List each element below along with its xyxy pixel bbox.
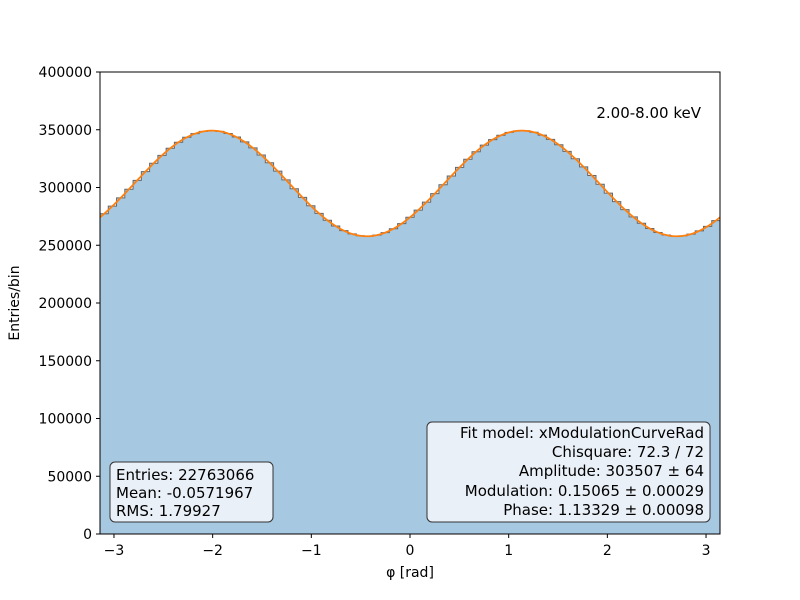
y-tick-label: 100000 [39, 412, 92, 428]
fit-curve [99, 129, 721, 238]
x-tick-label: 0 [406, 543, 415, 559]
fit-box-frame [426, 421, 711, 523]
axis-ticks: −3 −2 −1 0 1 2 3 0 50000 100000 150000 200000 250000… [39, 65, 711, 559]
x-tick-label: −2 [202, 543, 223, 559]
y-tick-label: 300000 [39, 181, 92, 197]
y-axis-label: Entries/bin [7, 265, 23, 340]
fit-chisquare: Chisquare: 72.3 / 72 [552, 443, 704, 461]
y-tick-label: 350000 [39, 123, 92, 139]
x-tick-label: 2 [603, 543, 612, 559]
y-tick-label: 0 [83, 527, 92, 543]
y-tick-label: 250000 [39, 238, 92, 254]
stats-box-frame [109, 461, 274, 523]
y-tick-label: 400000 [39, 65, 92, 81]
energy-range-label: 2.00-8.00 keV [596, 104, 701, 122]
y-tick-label: 200000 [39, 296, 92, 312]
fit-box: Fit model: xModulationCurveRad Chisquare… [426, 421, 711, 523]
fit-model-name: Fit model: xModulationCurveRad [460, 424, 704, 442]
stats-box: Entries: 22763066 Mean: -0.0571967 RMS: … [109, 461, 274, 523]
fit-modulation: Modulation: 0.15065 ± 0.00029 [465, 482, 704, 500]
stats-mean: Mean: -0.0571967 [116, 484, 253, 502]
y-tick-label: 50000 [47, 469, 92, 485]
fit-amplitude: Amplitude: 303507 ± 64 [519, 462, 704, 480]
stats-rms: RMS: 1.79927 [116, 502, 221, 520]
fit-phase: Phase: 1.13329 ± 0.00098 [503, 501, 704, 519]
x-tick-label: −3 [104, 543, 125, 559]
y-tick-label: 150000 [39, 354, 92, 370]
stats-entries: Entries: 22763066 [116, 466, 254, 484]
x-tick-label: 1 [504, 543, 513, 559]
x-tick-label: 3 [702, 543, 711, 559]
x-tick-label: −1 [301, 543, 322, 559]
x-axis-label: φ [rad] [386, 565, 434, 581]
